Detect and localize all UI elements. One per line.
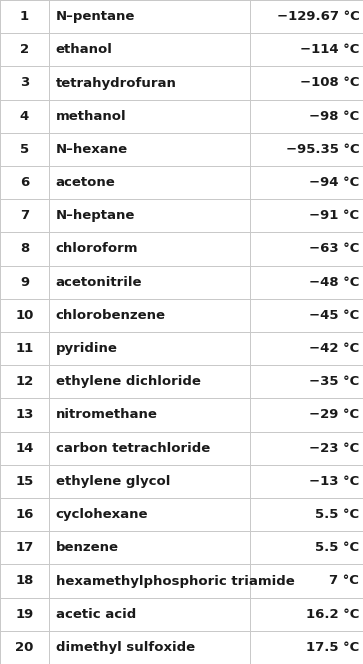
Text: 6: 6 [20,176,29,189]
Text: 16.2 °C: 16.2 °C [306,608,359,621]
Text: N–pentane: N–pentane [56,10,135,23]
Text: 3: 3 [20,76,29,90]
Text: −48 °C: −48 °C [309,276,359,289]
Text: −94 °C: −94 °C [309,176,359,189]
Text: chlorobenzene: chlorobenzene [56,309,166,322]
Text: −98 °C: −98 °C [309,110,359,123]
Text: N–hexane: N–hexane [56,143,128,156]
Text: pyridine: pyridine [56,342,117,355]
Text: 7: 7 [20,209,29,222]
Text: 13: 13 [15,408,34,422]
Text: chloroform: chloroform [56,242,138,256]
Text: hexamethylphosphoric triamide: hexamethylphosphoric triamide [56,574,294,588]
Text: 5.5 °C: 5.5 °C [315,508,359,521]
Text: 17.5 °C: 17.5 °C [306,641,359,654]
Text: acetone: acetone [56,176,115,189]
Text: benzene: benzene [56,541,119,554]
Text: 11: 11 [15,342,34,355]
Text: −23 °C: −23 °C [309,442,359,455]
Text: 12: 12 [15,375,34,388]
Text: −91 °C: −91 °C [309,209,359,222]
Text: −35 °C: −35 °C [309,375,359,388]
Text: 4: 4 [20,110,29,123]
Text: carbon tetrachloride: carbon tetrachloride [56,442,210,455]
Text: −45 °C: −45 °C [309,309,359,322]
Text: nitromethane: nitromethane [56,408,158,422]
Text: −95.35 °C: −95.35 °C [286,143,359,156]
Text: 14: 14 [15,442,34,455]
Text: −29 °C: −29 °C [309,408,359,422]
Text: dimethyl sulfoxide: dimethyl sulfoxide [56,641,195,654]
Text: 9: 9 [20,276,29,289]
Text: 7 °C: 7 °C [330,574,359,588]
Text: 16: 16 [15,508,34,521]
Text: 2: 2 [20,43,29,56]
Text: ethylene glycol: ethylene glycol [56,475,170,488]
Text: 18: 18 [15,574,34,588]
Text: acetonitrile: acetonitrile [56,276,142,289]
Text: tetrahydrofuran: tetrahydrofuran [56,76,176,90]
Text: 15: 15 [15,475,34,488]
Text: 5: 5 [20,143,29,156]
Text: −114 °C: −114 °C [300,43,359,56]
Text: methanol: methanol [56,110,126,123]
Text: acetic acid: acetic acid [56,608,136,621]
Text: ethanol: ethanol [56,43,113,56]
Text: −42 °C: −42 °C [309,342,359,355]
Text: −129.67 °C: −129.67 °C [277,10,359,23]
Text: N–heptane: N–heptane [56,209,135,222]
Text: ethylene dichloride: ethylene dichloride [56,375,200,388]
Text: 20: 20 [15,641,34,654]
Text: cyclohexane: cyclohexane [56,508,148,521]
Text: 17: 17 [15,541,34,554]
Text: −108 °C: −108 °C [300,76,359,90]
Text: 19: 19 [15,608,34,621]
Text: 1: 1 [20,10,29,23]
Text: −63 °C: −63 °C [309,242,359,256]
Text: −13 °C: −13 °C [309,475,359,488]
Text: 8: 8 [20,242,29,256]
Text: 5.5 °C: 5.5 °C [315,541,359,554]
Text: 10: 10 [15,309,34,322]
